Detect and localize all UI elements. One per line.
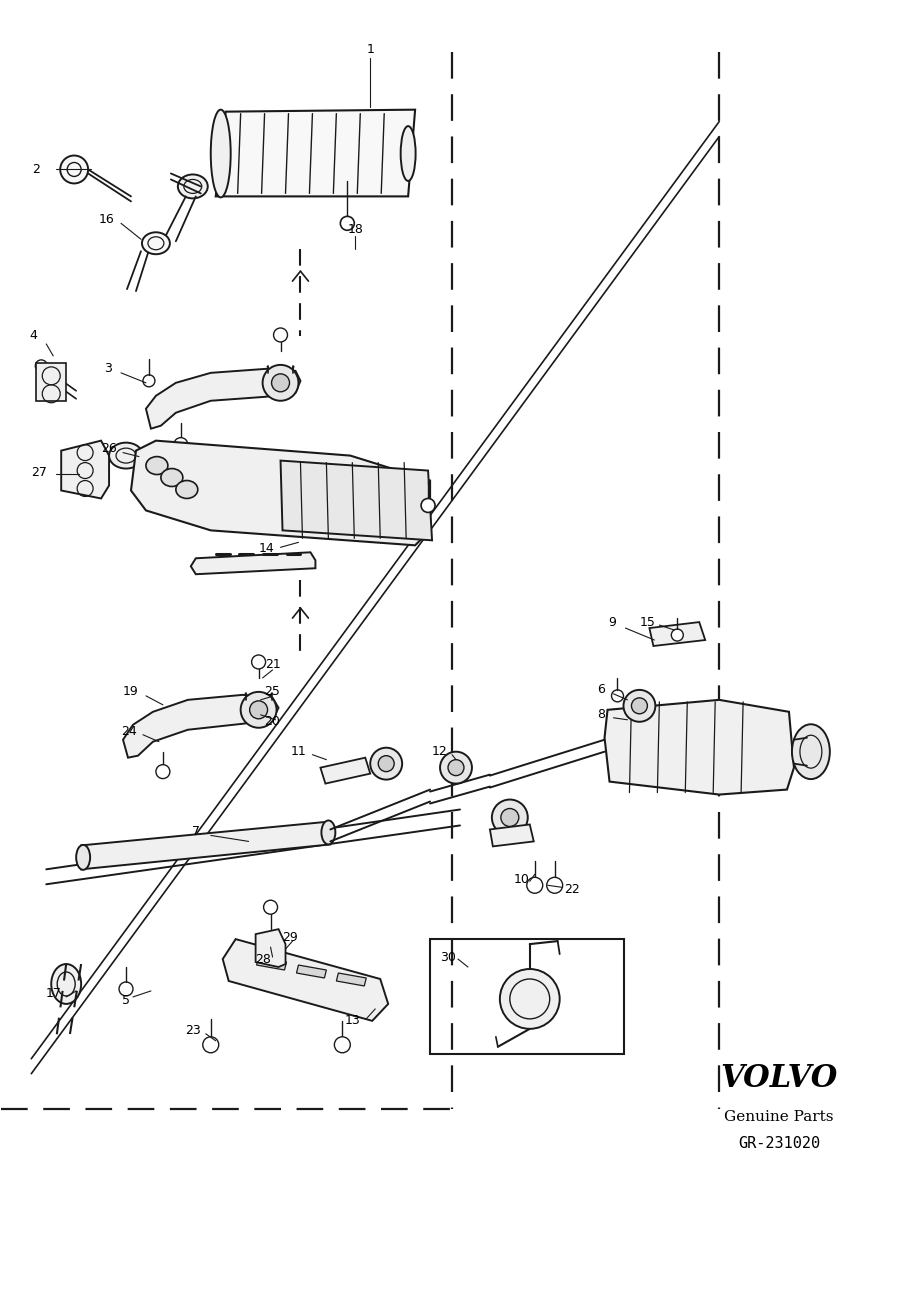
Polygon shape bbox=[255, 929, 285, 966]
Circle shape bbox=[671, 629, 683, 640]
Circle shape bbox=[612, 690, 623, 701]
Polygon shape bbox=[123, 695, 278, 757]
Circle shape bbox=[263, 365, 298, 401]
Polygon shape bbox=[146, 369, 301, 429]
Ellipse shape bbox=[211, 109, 231, 197]
Polygon shape bbox=[131, 440, 430, 546]
Text: 24: 24 bbox=[121, 725, 137, 738]
Circle shape bbox=[35, 360, 47, 372]
Text: 28: 28 bbox=[255, 952, 271, 965]
Text: 7: 7 bbox=[192, 825, 200, 838]
Polygon shape bbox=[223, 939, 388, 1021]
Circle shape bbox=[440, 752, 472, 783]
Text: 1: 1 bbox=[366, 43, 374, 56]
Circle shape bbox=[272, 374, 290, 392]
Circle shape bbox=[546, 877, 563, 894]
Circle shape bbox=[203, 1037, 218, 1052]
Ellipse shape bbox=[76, 844, 90, 870]
Circle shape bbox=[60, 156, 88, 183]
Circle shape bbox=[156, 765, 169, 778]
Circle shape bbox=[334, 1037, 351, 1052]
Ellipse shape bbox=[792, 725, 830, 779]
Circle shape bbox=[448, 760, 464, 776]
Circle shape bbox=[264, 900, 277, 914]
Text: 12: 12 bbox=[432, 746, 448, 759]
Text: 19: 19 bbox=[123, 686, 139, 699]
Circle shape bbox=[250, 701, 267, 718]
Ellipse shape bbox=[146, 456, 168, 474]
Text: 22: 22 bbox=[564, 883, 580, 896]
Ellipse shape bbox=[400, 126, 416, 181]
Polygon shape bbox=[256, 957, 286, 970]
Polygon shape bbox=[191, 552, 315, 574]
Circle shape bbox=[341, 217, 354, 230]
Circle shape bbox=[623, 690, 655, 722]
Polygon shape bbox=[650, 622, 705, 646]
Circle shape bbox=[371, 748, 402, 779]
Circle shape bbox=[421, 499, 435, 512]
Polygon shape bbox=[281, 461, 432, 540]
Circle shape bbox=[274, 327, 287, 342]
Ellipse shape bbox=[176, 481, 198, 499]
Circle shape bbox=[526, 877, 543, 894]
Polygon shape bbox=[62, 440, 109, 499]
Text: 26: 26 bbox=[101, 442, 117, 455]
Text: VOLVO: VOLVO bbox=[720, 1063, 838, 1094]
Ellipse shape bbox=[52, 964, 82, 1004]
Circle shape bbox=[143, 375, 155, 387]
Polygon shape bbox=[296, 965, 326, 978]
Circle shape bbox=[501, 808, 519, 826]
Text: 25: 25 bbox=[265, 686, 281, 699]
Ellipse shape bbox=[178, 174, 207, 199]
Text: 13: 13 bbox=[344, 1015, 361, 1028]
Text: GR-231020: GR-231020 bbox=[737, 1137, 820, 1151]
Text: 21: 21 bbox=[265, 659, 281, 672]
Polygon shape bbox=[336, 973, 366, 986]
Text: 30: 30 bbox=[440, 951, 456, 964]
Circle shape bbox=[241, 692, 276, 727]
Circle shape bbox=[631, 698, 648, 714]
Polygon shape bbox=[604, 700, 794, 795]
Text: 17: 17 bbox=[45, 987, 62, 1000]
Polygon shape bbox=[216, 109, 415, 196]
Circle shape bbox=[492, 800, 528, 835]
Text: 9: 9 bbox=[609, 616, 616, 629]
Text: 27: 27 bbox=[32, 466, 47, 479]
Text: 6: 6 bbox=[598, 683, 605, 696]
Text: Genuine Parts: Genuine Parts bbox=[724, 1109, 834, 1124]
Circle shape bbox=[252, 655, 265, 669]
Bar bbox=[430, 939, 624, 1053]
Text: 15: 15 bbox=[640, 616, 655, 629]
Ellipse shape bbox=[322, 821, 335, 844]
Text: 23: 23 bbox=[185, 1025, 200, 1038]
Text: 18: 18 bbox=[347, 223, 363, 236]
Text: 11: 11 bbox=[291, 746, 306, 759]
Text: 29: 29 bbox=[283, 930, 298, 943]
Ellipse shape bbox=[142, 233, 169, 255]
Polygon shape bbox=[321, 757, 371, 783]
Polygon shape bbox=[36, 362, 66, 401]
Polygon shape bbox=[490, 825, 534, 847]
Text: 10: 10 bbox=[514, 873, 530, 886]
Ellipse shape bbox=[161, 469, 183, 487]
Text: 20: 20 bbox=[265, 716, 281, 729]
Text: 3: 3 bbox=[104, 362, 112, 375]
Circle shape bbox=[119, 982, 133, 996]
Ellipse shape bbox=[109, 443, 143, 469]
Text: 2: 2 bbox=[33, 162, 40, 175]
Circle shape bbox=[500, 969, 560, 1029]
Text: 8: 8 bbox=[598, 708, 605, 721]
Text: 5: 5 bbox=[122, 995, 130, 1008]
Text: 14: 14 bbox=[259, 542, 275, 555]
Text: 16: 16 bbox=[98, 213, 114, 226]
Text: 4: 4 bbox=[29, 330, 37, 343]
Circle shape bbox=[378, 756, 394, 772]
Circle shape bbox=[174, 438, 188, 452]
Polygon shape bbox=[82, 821, 331, 869]
